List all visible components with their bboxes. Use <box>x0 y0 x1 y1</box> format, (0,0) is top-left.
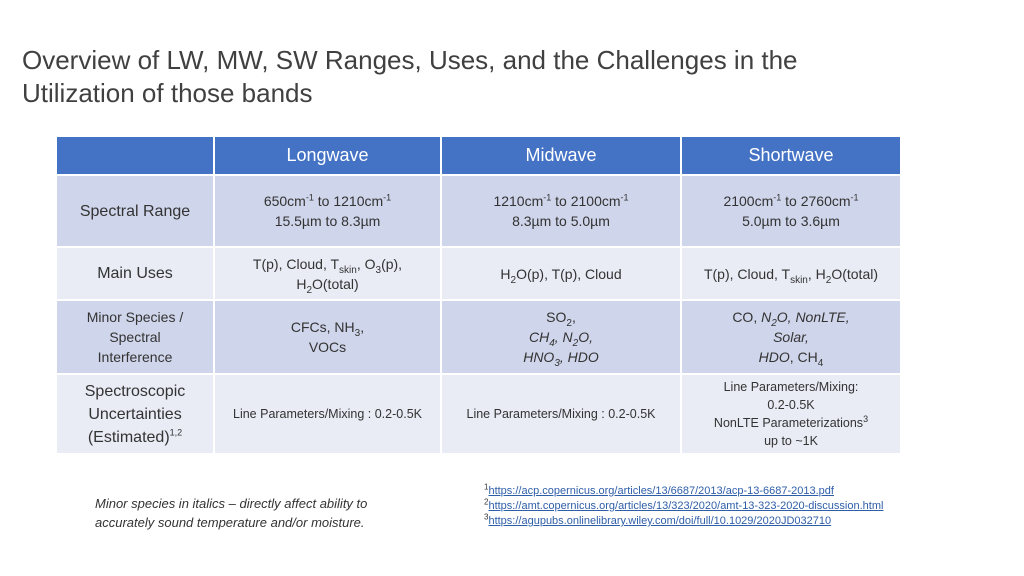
cell-lw-main-uses: T(p), Cloud, Tskin, O3(p), H2O(total) <box>213 246 442 301</box>
row-label-uncertainties: Spectroscopic Uncertainties (Estimated)1… <box>55 373 215 455</box>
reference-link-3[interactable]: https://agupubs.onlinelibrary.wiley.com/… <box>488 515 832 527</box>
cell-lw-minor-species: CFCs, NH3, VOCs <box>213 299 442 375</box>
references-list: 1https://acp.copernicus.org/articles/13/… <box>484 482 884 529</box>
row-uncertainties: Spectroscopic Uncertainties (Estimated)1… <box>55 373 902 455</box>
reference-item: 3https://agupubs.onlinelibrary.wiley.com… <box>484 512 832 527</box>
cell-lw-spectral-range: 650cm-1 to 1210cm-1 15.5µm to 8.3µm <box>213 174 442 248</box>
header-shortwave: Shortwave <box>680 135 902 176</box>
cell-sw-uncertainties: Line Parameters/Mixing: 0.2-0.5K NonLTE … <box>680 373 902 455</box>
cell-lw-uncertainties: Line Parameters/Mixing : 0.2-0.5K <box>213 373 442 455</box>
cell-mw-spectral-range: 1210cm-1 to 2100cm-1 8.3µm to 5.0µm <box>440 174 682 248</box>
row-minor-species: Minor Species / Spectral Interference CF… <box>55 299 902 375</box>
header-row: Longwave Midwave Shortwave <box>55 135 902 176</box>
slide-title: Overview of LW, MW, SW Ranges, Uses, and… <box>22 45 798 108</box>
header-longwave: Longwave <box>213 135 442 176</box>
reference-item: 2https://amt.copernicus.org/articles/13/… <box>484 497 884 512</box>
cell-sw-main-uses: T(p), Cloud, Tskin, H2O(total) <box>680 246 902 301</box>
cell-mw-main-uses: H2O(p), T(p), Cloud <box>440 246 682 301</box>
header-empty <box>55 135 215 176</box>
cell-mw-uncertainties: Line Parameters/Mixing : 0.2-0.5K <box>440 373 682 455</box>
reference-link-2[interactable]: https://amt.copernicus.org/articles/13/3… <box>488 500 884 512</box>
header-midwave: Midwave <box>440 135 682 176</box>
cell-sw-minor-species: CO, N2O, NonLTE, Solar, HDO, CH4 <box>680 299 902 375</box>
row-label-minor-species: Minor Species / Spectral Interference <box>55 299 215 375</box>
row-label-main-uses: Main Uses <box>55 246 215 301</box>
reference-link-1[interactable]: https://acp.copernicus.org/articles/13/6… <box>488 485 834 497</box>
row-spectral-range: Spectral Range 650cm-1 to 1210cm-1 15.5µ… <box>55 174 902 248</box>
cell-mw-minor-species: SO2, CH4, N2O, HNO3, HDO <box>440 299 682 375</box>
cell-sw-spectral-range: 2100cm-1 to 2760cm-1 5.0µm to 3.6µm <box>680 174 902 248</box>
reference-item: 1https://acp.copernicus.org/articles/13/… <box>484 482 834 497</box>
italics-note: Minor species in italics – directly affe… <box>95 496 368 530</box>
row-label-spectral-range: Spectral Range <box>55 174 215 248</box>
row-main-uses: Main Uses T(p), Cloud, Tskin, O3(p), H2O… <box>55 246 902 301</box>
bands-table: Longwave Midwave Shortwave Spectral Rang… <box>55 135 902 455</box>
